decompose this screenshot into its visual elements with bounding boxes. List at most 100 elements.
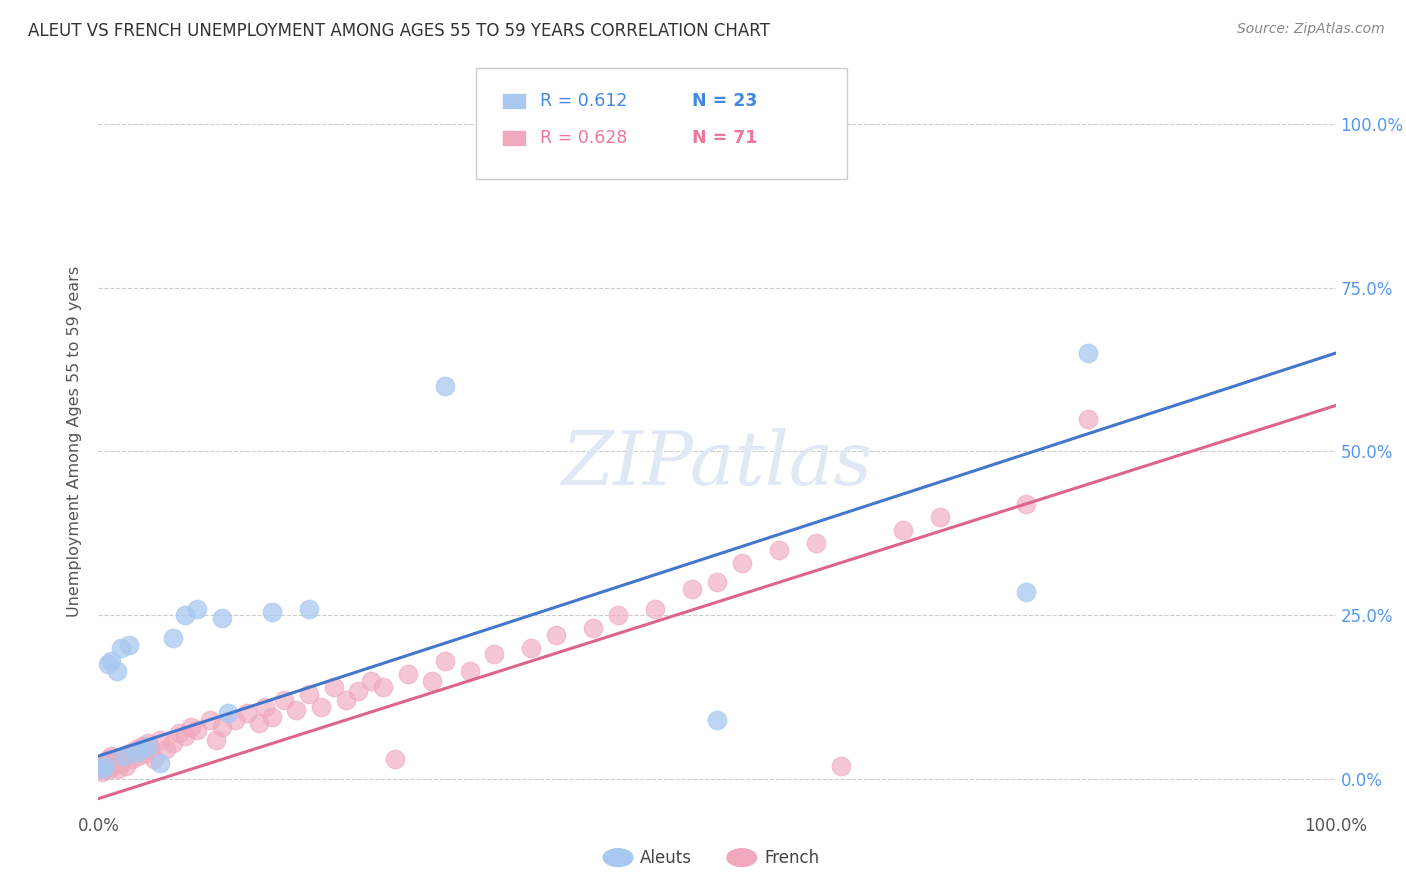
Point — [458, 664, 481, 678]
Point — [93, 762, 115, 776]
Point — [371, 680, 394, 694]
Text: French: French — [763, 848, 820, 867]
Text: N = 23: N = 23 — [692, 92, 758, 110]
Text: Source: ZipAtlas.com: Source: ZipAtlas.com — [1237, 22, 1385, 37]
Point — [96, 759, 118, 773]
Point — [121, 752, 143, 766]
Point — [90, 762, 112, 776]
Point — [174, 730, 197, 744]
Point — [131, 739, 153, 754]
Text: R = 0.628: R = 0.628 — [540, 129, 627, 147]
Point — [211, 611, 233, 625]
Point — [1077, 411, 1099, 425]
Point — [211, 720, 233, 734]
Point — [174, 608, 197, 623]
Text: N = 71: N = 71 — [692, 129, 758, 147]
Point — [162, 631, 184, 645]
FancyBboxPatch shape — [475, 68, 846, 178]
Bar — [503, 95, 526, 108]
Point — [149, 756, 172, 770]
Point — [114, 759, 136, 773]
Point — [118, 638, 141, 652]
Point — [107, 762, 129, 776]
Text: Aleuts: Aleuts — [640, 848, 692, 867]
Text: R = 0.612: R = 0.612 — [540, 92, 627, 110]
Point — [607, 608, 630, 623]
Point — [97, 752, 120, 766]
Point — [928, 509, 950, 524]
Point — [322, 680, 344, 694]
Point — [180, 720, 202, 734]
Circle shape — [727, 849, 756, 866]
Point — [260, 709, 283, 723]
Point — [582, 621, 605, 635]
Point — [706, 575, 728, 590]
Point — [260, 605, 283, 619]
Point — [143, 752, 166, 766]
Point — [681, 582, 703, 596]
Point — [124, 742, 146, 756]
Point — [97, 657, 120, 672]
Point — [136, 736, 159, 750]
Point — [134, 746, 156, 760]
Point — [131, 742, 153, 756]
Point — [136, 739, 159, 754]
Point — [484, 648, 506, 662]
Point — [105, 752, 128, 766]
Point — [93, 759, 115, 773]
Point — [384, 752, 406, 766]
Point — [186, 601, 208, 615]
Point — [205, 732, 228, 747]
Point — [110, 756, 132, 770]
Point — [360, 673, 382, 688]
Point — [298, 601, 321, 615]
Text: ZIPatlas: ZIPatlas — [561, 427, 873, 500]
Point — [520, 640, 543, 655]
Point — [127, 749, 149, 764]
Point — [198, 713, 221, 727]
Point — [103, 756, 125, 770]
Y-axis label: Unemployment Among Ages 55 to 59 years: Unemployment Among Ages 55 to 59 years — [67, 266, 83, 617]
Point — [162, 736, 184, 750]
Point — [891, 523, 914, 537]
Point — [124, 746, 146, 760]
Bar — [503, 131, 526, 145]
Point — [273, 693, 295, 707]
Point — [94, 756, 117, 770]
Point — [247, 716, 270, 731]
Point — [112, 749, 135, 764]
Point — [139, 742, 162, 756]
Point — [644, 601, 666, 615]
Point — [186, 723, 208, 737]
Point — [1015, 497, 1038, 511]
Point — [1077, 346, 1099, 360]
Point — [105, 664, 128, 678]
Point — [254, 699, 277, 714]
Point — [347, 683, 370, 698]
Point — [167, 726, 190, 740]
Point — [731, 556, 754, 570]
Point — [101, 759, 124, 773]
Point — [91, 762, 114, 776]
Point — [236, 706, 259, 721]
Point — [706, 713, 728, 727]
Point — [804, 536, 827, 550]
Point — [118, 746, 141, 760]
Point — [830, 759, 852, 773]
Point — [103, 756, 125, 770]
Point — [91, 765, 114, 780]
Point — [768, 542, 790, 557]
Point — [98, 762, 121, 776]
Point — [224, 713, 246, 727]
Text: ALEUT VS FRENCH UNEMPLOYMENT AMONG AGES 55 TO 59 YEARS CORRELATION CHART: ALEUT VS FRENCH UNEMPLOYMENT AMONG AGES … — [28, 22, 770, 40]
Point — [100, 749, 122, 764]
Point — [93, 759, 115, 773]
Point — [112, 749, 135, 764]
Point — [1015, 585, 1038, 599]
Circle shape — [603, 849, 633, 866]
Point — [100, 654, 122, 668]
Point — [335, 693, 357, 707]
Point — [155, 742, 177, 756]
Point — [546, 628, 568, 642]
Point — [396, 667, 419, 681]
